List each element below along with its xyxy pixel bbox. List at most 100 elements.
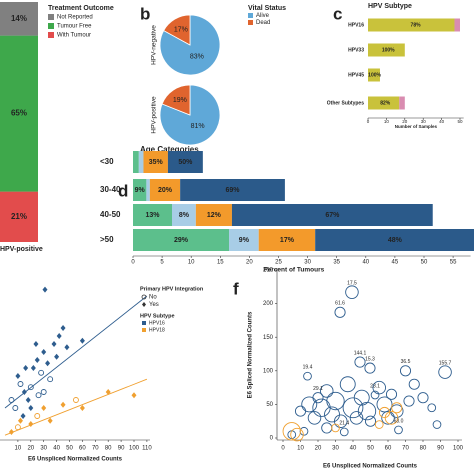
chart-title: Age Categories — [140, 145, 199, 154]
annotation: 23.1 — [370, 383, 380, 389]
bubble — [320, 384, 334, 398]
point — [79, 337, 85, 344]
bubble — [353, 389, 370, 406]
legend-title: HPV Subtype — [140, 313, 175, 319]
bubble — [432, 420, 442, 429]
bubble — [399, 365, 412, 377]
bar-segment — [231, 204, 433, 226]
legend-swatch — [48, 14, 54, 20]
bar-segment — [368, 18, 455, 32]
pie-slice — [161, 84, 191, 116]
x-tick-label: 25 — [275, 260, 282, 266]
share-label: 69% — [226, 187, 241, 194]
pie-name: HPV-negative — [151, 25, 158, 65]
legend-label: HPV18 — [149, 327, 165, 333]
panel-label: b — [140, 4, 150, 23]
bubble — [408, 378, 420, 390]
bubble — [334, 414, 348, 428]
point — [12, 405, 19, 411]
point — [51, 341, 57, 347]
legend-label: Yes — [149, 302, 159, 308]
category-label: >50 — [100, 235, 114, 244]
bar-segment — [167, 151, 203, 173]
bar-segment — [0, 191, 38, 242]
point — [56, 333, 62, 339]
point — [27, 384, 34, 391]
bar-segment — [180, 179, 285, 201]
annotation: 36.5 — [401, 359, 411, 365]
y-tick-label: 0 — [270, 436, 274, 442]
value-label: 65% — [11, 109, 27, 118]
annotation: 144.1 — [354, 350, 367, 356]
x-tick-label: 40 — [350, 446, 357, 452]
share-label: 78% — [411, 22, 422, 28]
legend-title: Vital Status — [248, 5, 286, 12]
point — [131, 392, 137, 399]
category-label: <30 — [100, 157, 114, 166]
point — [34, 413, 41, 419]
legend-title: Treatment Outcome — [48, 5, 114, 12]
bar-segment — [133, 179, 147, 201]
bubble — [372, 380, 387, 395]
bar-segment — [229, 229, 259, 251]
share-label: 20% — [158, 187, 173, 194]
x-tick-label: 15 — [217, 260, 224, 266]
x-axis-label: E6 Unspliced Normalized Counts — [28, 457, 123, 463]
bar-segment — [149, 179, 181, 201]
category-label: HPV-positive — [0, 246, 43, 253]
bubble — [321, 422, 333, 434]
legend-label: Tumour Free — [57, 24, 92, 30]
share-label: 17% — [280, 237, 295, 244]
point — [64, 344, 70, 351]
category-label: 40-50 — [100, 210, 121, 219]
bar-segment — [368, 68, 380, 82]
share-label: 29% — [174, 237, 189, 244]
bubble — [324, 406, 340, 423]
legend-label: With Tumour — [57, 33, 91, 39]
trend-line — [4, 295, 148, 409]
x-tick-label: 40 — [53, 446, 60, 452]
point — [40, 389, 47, 395]
bubble — [299, 426, 309, 436]
bubble — [326, 391, 345, 411]
slice-label: 17% — [174, 26, 188, 33]
bubble — [364, 415, 377, 427]
point — [21, 389, 27, 395]
point — [33, 341, 39, 347]
legend-swatch — [248, 13, 253, 18]
x-tick-label: 90 — [437, 446, 444, 452]
share-label: 82% — [380, 100, 391, 106]
x-tick-label: 45 — [392, 260, 399, 266]
bar-segment — [0, 35, 38, 192]
point — [8, 397, 15, 403]
slice-label: 19% — [173, 97, 187, 104]
legend-label: No — [149, 295, 157, 301]
slice-label: 83% — [190, 53, 204, 60]
bubble — [378, 406, 391, 419]
annotation: 21.4 — [339, 420, 349, 426]
bubble — [345, 285, 359, 299]
x-tick-label: 10 — [15, 446, 22, 452]
y-axis-label: E6 Spliced Normalized Counts — [248, 311, 254, 398]
bubble — [294, 405, 307, 417]
bar-segment — [143, 151, 168, 173]
x-tick-label: 30 — [332, 446, 339, 452]
legend-swatch — [142, 328, 146, 332]
annotation: 63.0 — [394, 418, 404, 424]
category-label: HPV45 — [348, 72, 364, 78]
bubble — [290, 427, 304, 442]
bubble — [370, 390, 380, 400]
bubble — [307, 411, 322, 425]
legend-swatch — [142, 321, 146, 325]
bubble — [391, 402, 403, 414]
x-tick-label: 50 — [457, 119, 463, 124]
x-tick-label: 50 — [367, 446, 374, 452]
x-tick-label: 10 — [384, 119, 390, 124]
x-tick-label: 60 — [79, 446, 86, 452]
share-label: 67% — [325, 212, 340, 219]
x-tick-label: 20 — [27, 446, 34, 452]
annotation: 15.3 — [365, 356, 375, 362]
legend-symbol — [141, 294, 147, 300]
annotation: 29.1 — [313, 386, 323, 392]
